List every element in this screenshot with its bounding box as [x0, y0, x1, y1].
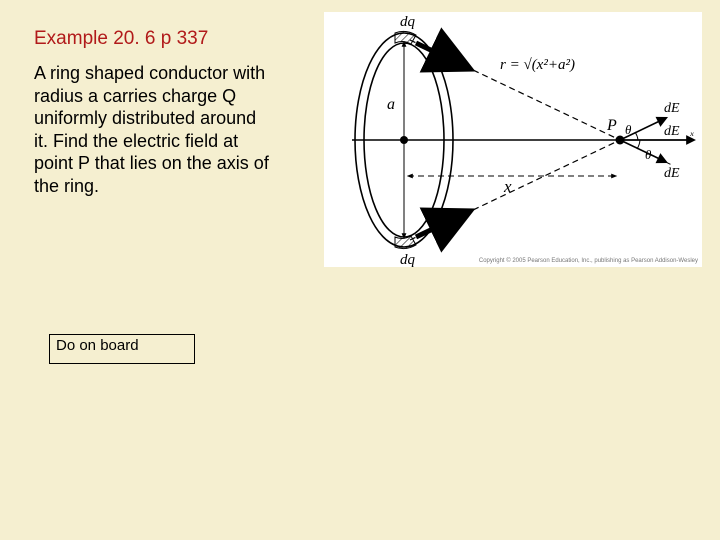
- dEx-label: dE⃗ₓ: [664, 124, 694, 139]
- a-label: a: [387, 96, 395, 113]
- dE-lower: [620, 140, 666, 162]
- problem-text: A ring shaped conductor with radius a ca…: [34, 62, 274, 197]
- do-on-board-box: Do on board: [49, 334, 195, 364]
- theta-lower-label: θ: [645, 147, 652, 162]
- dq-top-label: dq: [400, 14, 416, 30]
- r-hat-top-label: r̂: [446, 40, 452, 56]
- theta-arc-upper: [635, 132, 638, 140]
- slide: Example 20. 6 p 337 A ring shaped conduc…: [0, 0, 720, 540]
- ring-field-diagram: dq dq r̂ r̂ a r = √(x²+a²) x P θ θ dE⃗ d…: [324, 12, 702, 267]
- dE-upper-label: dE⃗: [664, 101, 690, 116]
- theta-arc-lower: [637, 140, 640, 149]
- top-dq-segment: [395, 31, 416, 44]
- example-title: Example 20. 6 p 337: [34, 28, 208, 50]
- x-label: x: [503, 177, 512, 196]
- p-label: P: [606, 117, 617, 134]
- theta-upper-label: θ: [625, 122, 632, 137]
- r-eq-label: r = √(x²+a²): [500, 57, 575, 73]
- dq-bottom-label: dq: [400, 252, 416, 267]
- bottom-dq-segment: [395, 236, 416, 249]
- r-hat-bottom-label: r̂: [446, 222, 452, 238]
- figure-credit: Copyright © 2005 Pearson Education, Inc.…: [479, 258, 698, 264]
- dE-lower-label: dE⃗: [664, 166, 690, 181]
- diagram-svg: dq dq r̂ r̂ a r = √(x²+a²) x P θ θ dE⃗ d…: [324, 12, 702, 267]
